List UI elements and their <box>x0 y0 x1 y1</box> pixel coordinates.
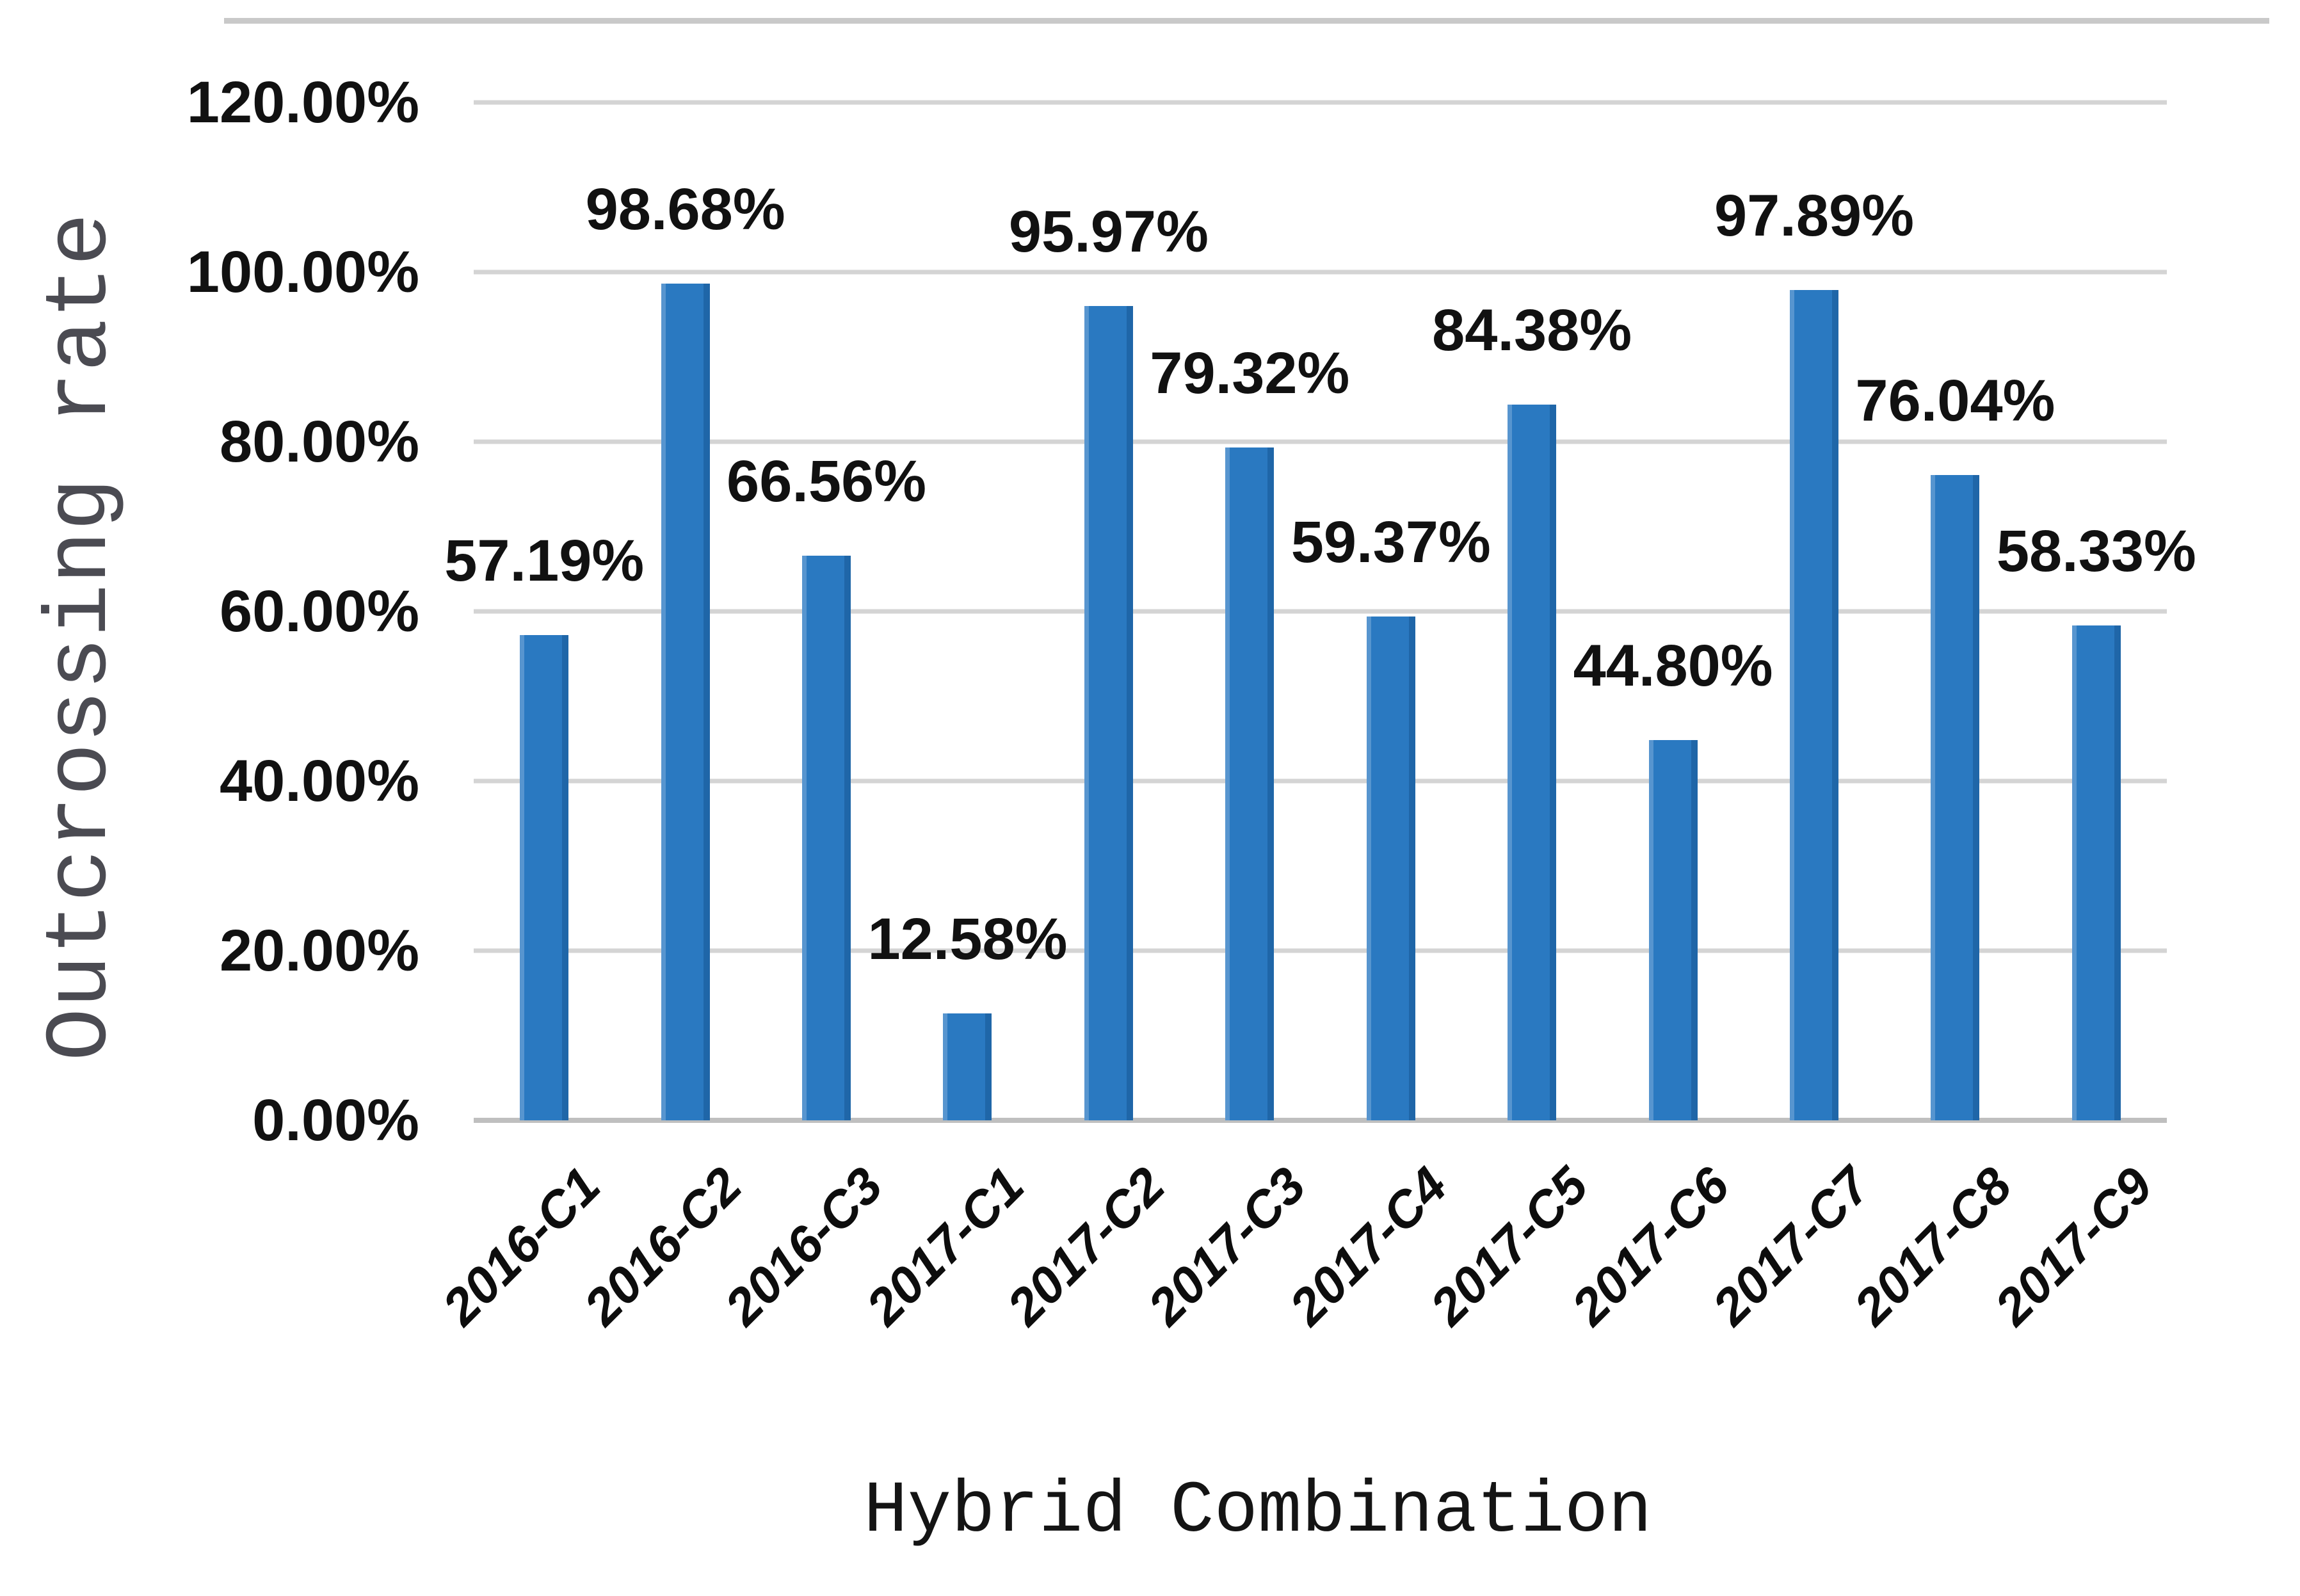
y-tick-label: 100.00% <box>186 239 419 305</box>
y-tick-label: 0.00% <box>252 1088 419 1153</box>
category-slot: 97.89% <box>1714 102 1914 1120</box>
bar-2017-C4 <box>1366 617 1415 1120</box>
category-label-2017-C6: 2017-C6 <box>1561 1156 1740 1336</box>
plot-area: 57.19% 98.68% 66.56% 12.58% 95.97% 79.32% 59.3… <box>444 100 2196 1123</box>
category-slot: 76.04% <box>1855 102 2055 1120</box>
bar-2017-C6 <box>1648 740 1698 1120</box>
category-label-2016-C2: 2016-C2 <box>573 1156 753 1336</box>
y-tick-label: 60.00% <box>219 579 419 644</box>
bars-layer: 57.19% 98.68% 66.56% 12.58% 95.97% 79.32% 59.3… <box>444 102 2196 1120</box>
bar-value-label: 95.97% <box>1008 199 1209 265</box>
y-tick-label: 120.00% <box>186 70 419 135</box>
bar-value-label: 59.37% <box>1291 510 1491 576</box>
bar-value-label: 76.04% <box>1855 368 2055 434</box>
bar-2016-C3 <box>802 556 851 1120</box>
category-label-2017-C9: 2017-C9 <box>1984 1156 2164 1336</box>
gridline <box>474 270 2167 275</box>
gridline <box>474 778 2167 784</box>
gridline <box>474 948 2167 953</box>
bar-2017-C1 <box>943 1013 992 1120</box>
gridline <box>474 609 2167 614</box>
category-slot: 44.80% <box>1573 102 1773 1120</box>
y-tick-label: 80.00% <box>219 409 419 474</box>
category-slot: 84.38% <box>1432 102 1632 1120</box>
category-label-2017-C7: 2017-C7 <box>1701 1156 1881 1336</box>
category-slot: 12.58% <box>867 102 1067 1120</box>
y-tick-label: 40.00% <box>219 748 419 814</box>
bar-2017-C8 <box>1931 475 1980 1120</box>
category-label-2017-C4: 2017-C4 <box>1278 1156 1458 1336</box>
bar-2017-C3 <box>1225 447 1275 1120</box>
category-label-2017-C8: 2017-C8 <box>1842 1156 2022 1336</box>
category-label-2016-C3: 2016-C3 <box>714 1156 894 1336</box>
category-label-2017-C5: 2017-C5 <box>1419 1156 1599 1336</box>
bar-2016-C1 <box>520 635 569 1120</box>
category-slot: 95.97% <box>1009 102 1209 1120</box>
bar-value-label: 97.89% <box>1714 182 1915 248</box>
gridline <box>474 100 2167 105</box>
x-axis-title: Hybrid Combination <box>864 1471 1652 1553</box>
bar-2017-C2 <box>1084 306 1133 1120</box>
bar-2017-C5 <box>1508 404 1557 1120</box>
category-slot: 58.33% <box>1997 102 2196 1120</box>
bar-value-label: 58.33% <box>1996 519 2196 584</box>
category-slot: 57.19% <box>444 102 644 1120</box>
bar-2016-C2 <box>661 283 710 1120</box>
category-slot: 98.68% <box>586 102 785 1120</box>
y-tick-label: 20.00% <box>219 918 419 983</box>
bar-value-label: 44.80% <box>1573 633 1773 699</box>
category-label-2017-C2: 2017-C2 <box>996 1156 1176 1336</box>
category-slot: 66.56% <box>727 102 926 1120</box>
gridline <box>474 439 2167 444</box>
y-axis-title: Outcrossing rate <box>32 213 132 1061</box>
category-slot: 79.32% <box>1150 102 1349 1120</box>
category-label-2017-C3: 2017-C3 <box>1137 1156 1317 1336</box>
bar-2017-C7 <box>1790 289 1838 1120</box>
bar-value-label: 84.38% <box>1432 297 1632 363</box>
bar-value-label: 98.68% <box>585 176 785 242</box>
chart-top-border <box>224 18 2269 24</box>
bar-value-label: 79.32% <box>1150 341 1350 407</box>
x-axis-line <box>474 1118 2167 1123</box>
bar-value-label: 66.56% <box>727 449 927 515</box>
category-slot: 59.37% <box>1291 102 1491 1120</box>
category-label-2017-C1: 2017-C1 <box>855 1156 1034 1336</box>
bar-value-label: 12.58% <box>867 907 1068 972</box>
bar-2017-C9 <box>2071 625 2121 1120</box>
bar-value-label: 57.19% <box>444 528 645 594</box>
category-label-2016-C1: 2016-C1 <box>431 1156 611 1336</box>
